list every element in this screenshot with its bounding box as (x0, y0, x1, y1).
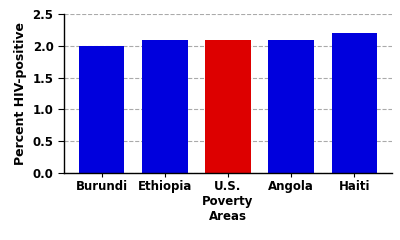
Bar (332, 33, 377, 173)
Bar (79, 46, 124, 173)
Bar (205, 40, 251, 173)
Y-axis label: Percent HIV-positive: Percent HIV-positive (14, 22, 27, 165)
Bar (268, 40, 314, 173)
Bar (142, 40, 188, 173)
